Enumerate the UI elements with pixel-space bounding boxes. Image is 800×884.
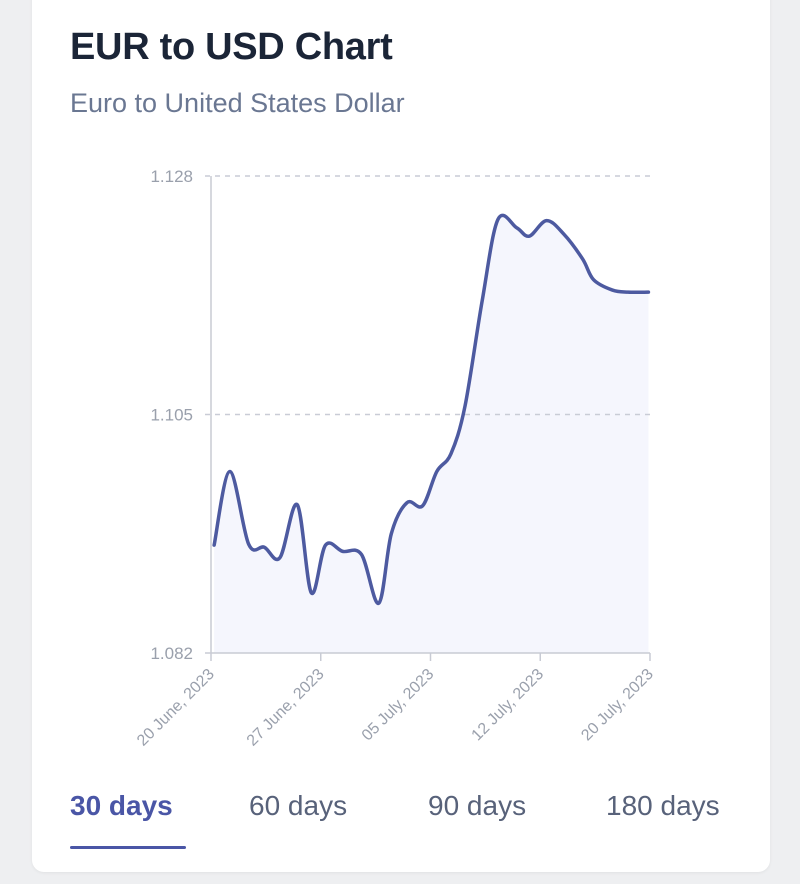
y-tick-label: 1.128 xyxy=(150,167,193,186)
series-area xyxy=(214,215,649,653)
exchange-rate-chart: 1.082 1.105 1.128 20 June, 2023 27 June, 202… xyxy=(134,167,657,750)
tab-90-days[interactable]: 90 days xyxy=(428,790,527,821)
y-tick-label: 1.082 xyxy=(150,644,193,663)
x-tick-label: 20 June, 2023 xyxy=(134,666,218,750)
tab-180-days[interactable]: 180 days xyxy=(606,790,720,821)
active-tab-indicator xyxy=(70,846,186,849)
series-line xyxy=(212,213,651,605)
x-tick-label: 27 June, 2023 xyxy=(244,666,328,750)
tab-30-days[interactable]: 30 days xyxy=(70,790,173,821)
period-tabs: 30 days 60 days 90 days 180 days xyxy=(0,790,800,860)
y-tick-label: 1.105 xyxy=(150,406,193,425)
page-subtitle: Euro to United States Dollar xyxy=(70,88,405,118)
x-tick-label: 05 July, 2023 xyxy=(359,666,438,745)
page-title: EUR to USD Chart xyxy=(70,26,393,68)
x-tick-label: 20 July, 2023 xyxy=(578,666,657,745)
x-tick-label: 12 July, 2023 xyxy=(469,666,548,745)
tab-60-days[interactable]: 60 days xyxy=(249,790,348,821)
